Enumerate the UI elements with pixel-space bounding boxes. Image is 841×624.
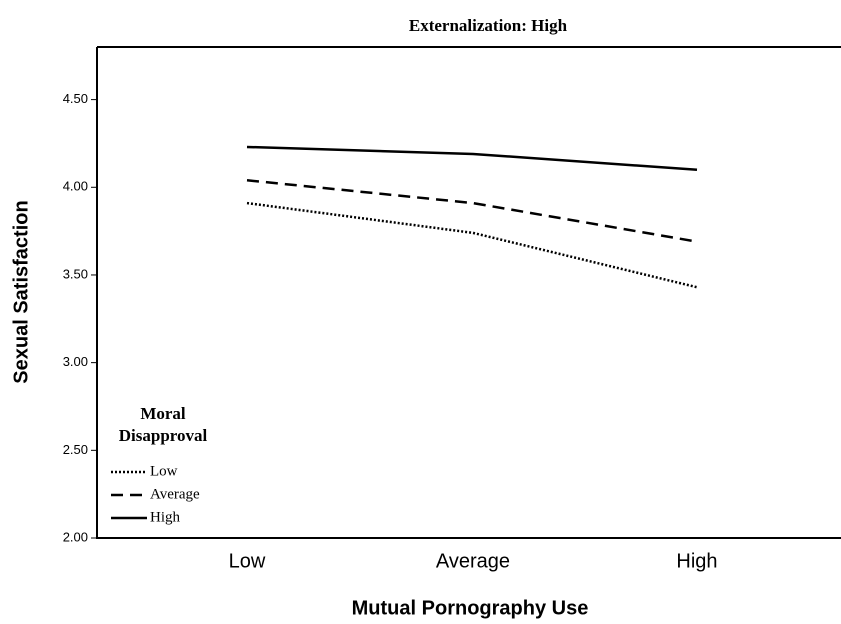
- series-line: [246, 145, 698, 171]
- y-tick-label: 2.00: [63, 529, 88, 544]
- y-tick-label: 3.50: [63, 266, 88, 281]
- legend-label: Low: [150, 463, 178, 479]
- y-tick-label: 4.50: [63, 91, 88, 106]
- plot-frame: [96, 46, 841, 539]
- x-tick-label: Average: [436, 550, 510, 572]
- legend-label: High: [150, 509, 181, 525]
- legend-label: Average: [150, 486, 200, 502]
- series-line: [246, 201, 698, 289]
- series-line: [246, 179, 698, 243]
- y-tick-label: 4.00: [63, 179, 88, 194]
- y-tick-label: 3.00: [63, 354, 88, 369]
- y-tick-label: 2.50: [63, 442, 88, 457]
- x-tick-label: High: [676, 550, 717, 572]
- x-axis-label: Mutual Pornography Use: [352, 597, 589, 619]
- legend-title: Moral Disapproval: [118, 404, 208, 445]
- y-axis-label: Sexual Satisfaction: [10, 200, 32, 383]
- chart-title: Externalization: High: [409, 16, 568, 35]
- x-tick-label: Low: [229, 550, 266, 572]
